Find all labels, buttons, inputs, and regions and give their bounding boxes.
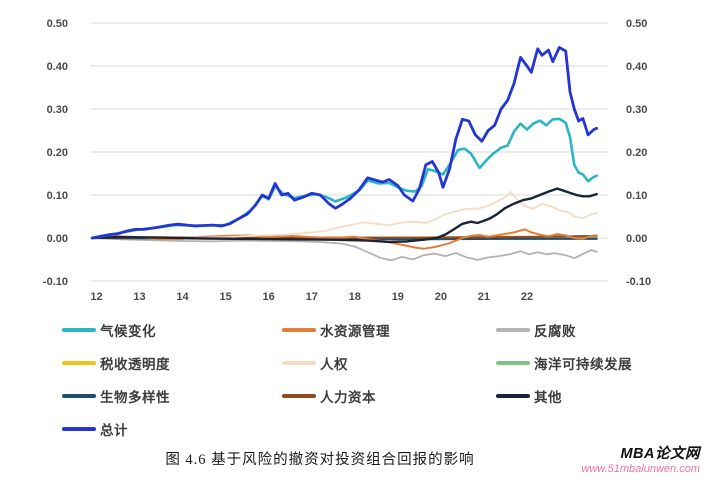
returns-line-chart: 0.50 0.50 0.40 0.40 0.30 0.30 0.20 0.20 0.10 0.10… xyxy=(43,18,651,303)
legend-label-human-rights: 人权 xyxy=(320,356,348,372)
y-axis-left-label: 0.40 xyxy=(47,61,68,73)
series-line-human-rights xyxy=(91,191,598,239)
x-axis-label: 19 xyxy=(392,291,404,303)
x-axis-label: 20 xyxy=(435,291,447,303)
legend-label-total: 总计 xyxy=(100,422,128,438)
series-line-total xyxy=(90,46,599,240)
legend-swatch-climate-change xyxy=(62,327,96,332)
y-axis-left-label: 0.20 xyxy=(47,147,68,159)
x-axis-label: 17 xyxy=(306,291,318,303)
y-axis-left-label: 0.00 xyxy=(47,233,68,245)
y-axis-right-label: 0.10 xyxy=(626,190,647,202)
legend-item-biodiversity: 生物多样性 xyxy=(62,386,282,406)
legend-item-ocean-sustainability: 海洋可持续发展 xyxy=(496,353,700,373)
legend-swatch-total xyxy=(62,426,96,431)
x-axis-label: 12 xyxy=(90,291,102,303)
y-axis-right-label: 0.30 xyxy=(626,104,647,116)
legend-item-anti-corruption: 反腐败 xyxy=(496,320,700,340)
legend-swatch-tax-transparency xyxy=(62,360,96,365)
legend-swatch-human-capital xyxy=(282,393,316,398)
legend-item-tax-transparency: 税收透明度 xyxy=(62,353,282,373)
series-line-water-management xyxy=(91,228,598,250)
y-axis-right-label: 0.20 xyxy=(626,147,647,159)
legend-label-ocean-sustainability: 海洋可持续发展 xyxy=(534,356,632,372)
y-axis-right-label: -0.10 xyxy=(626,276,651,288)
series-line-anti-corruption xyxy=(91,237,598,262)
legend-label-human-capital: 人力资本 xyxy=(320,389,376,405)
legend-label-tax-transparency: 税收透明度 xyxy=(100,356,170,372)
x-axis-label: 15 xyxy=(219,291,231,303)
y-axis-right-label: 0.40 xyxy=(626,61,647,73)
watermark-site-url: www.51mbalunwen.com xyxy=(581,462,700,475)
legend-label-biodiversity: 生物多样性 xyxy=(100,389,170,405)
legend-swatch-other xyxy=(496,393,530,398)
legend-label-climate-change: 气候变化 xyxy=(100,323,156,339)
series-line-climate-change xyxy=(90,117,598,240)
legend-swatch-water-management xyxy=(282,327,316,332)
x-axis-label: 21 xyxy=(478,291,490,303)
y-axis-left-label: -0.10 xyxy=(43,276,68,288)
y-axis-right-label: 0.50 xyxy=(626,18,647,30)
legend-swatch-anti-corruption xyxy=(496,327,530,332)
legend-item-human-rights: 人权 xyxy=(282,353,496,373)
chart-legend: 气候变化 水资源管理 反腐败税收透明度 人权 海洋可持续发展生物多样性 人力资本 其他总计 xyxy=(62,313,700,445)
x-axis-label: 18 xyxy=(349,291,361,303)
x-axis-label: 14 xyxy=(176,291,189,303)
y-axis-left-label: 0.30 xyxy=(47,104,68,116)
legend-swatch-human-rights xyxy=(282,360,316,365)
x-axis-label: 13 xyxy=(133,291,145,303)
y-axis-left-label: 0.10 xyxy=(47,190,68,202)
y-axis-right-label: 0.00 xyxy=(626,233,647,245)
legend-label-other: 其他 xyxy=(534,389,562,405)
legend-swatch-biodiversity xyxy=(62,393,96,398)
x-axis-label: 22 xyxy=(521,291,533,303)
y-axis-left-label: 0.50 xyxy=(47,18,68,30)
x-axis-label: 16 xyxy=(263,291,275,303)
legend-item-water-management: 水资源管理 xyxy=(282,320,496,340)
watermark: MBA论文网 www.51mbalunwen.com xyxy=(581,446,700,475)
legend-item-human-capital: 人力资本 xyxy=(282,386,496,406)
legend-label-water-management: 水资源管理 xyxy=(320,323,390,339)
legend-item-total: 总计 xyxy=(62,419,282,439)
legend-item-climate-change: 气候变化 xyxy=(62,320,282,340)
legend-swatch-ocean-sustainability xyxy=(496,360,530,365)
legend-item-other: 其他 xyxy=(496,386,700,406)
series-line-other xyxy=(91,187,598,244)
figure-caption: 图 4.6 基于风险的撤资对投资组合回报的影响 xyxy=(165,452,475,468)
watermark-site-name: MBA论文网 xyxy=(620,446,700,462)
legend-label-anti-corruption: 反腐败 xyxy=(534,323,576,339)
